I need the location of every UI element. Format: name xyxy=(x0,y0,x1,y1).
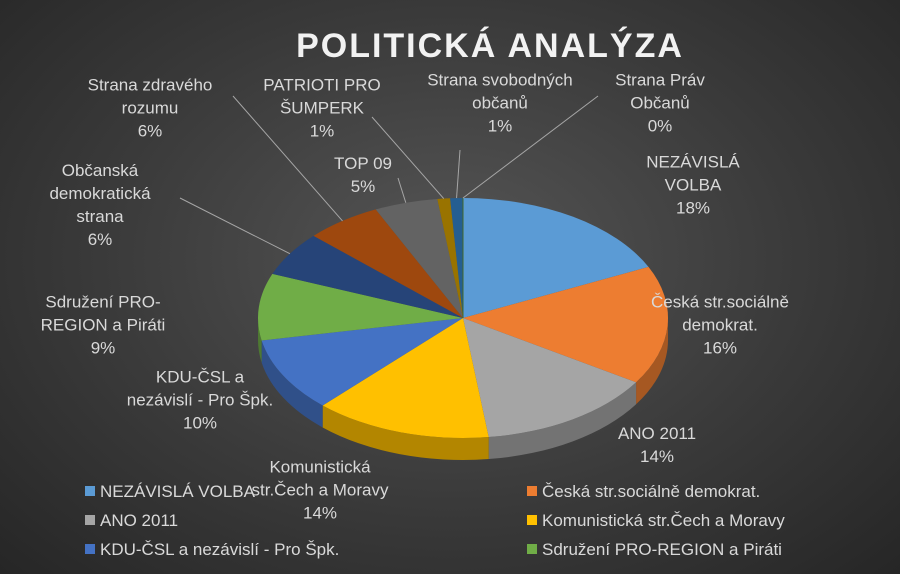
slice xyxy=(322,318,489,439)
data-label-value: 1% xyxy=(487,116,513,136)
slice xyxy=(272,235,463,318)
legend-swatch xyxy=(527,486,537,496)
data-label-name: Komunistická str.Čech a Moravy xyxy=(251,457,389,500)
leader-line xyxy=(397,177,407,203)
slice-side xyxy=(258,318,262,363)
data-label-value: 0% xyxy=(647,116,673,136)
slice xyxy=(437,198,463,318)
leader-line xyxy=(456,149,461,199)
legend-swatch xyxy=(85,544,95,554)
data-label-name: PATRIOTI PRO ŠUMPERK xyxy=(263,75,381,118)
slice xyxy=(313,209,463,318)
slice xyxy=(261,318,463,406)
legend-swatch xyxy=(527,544,537,554)
legend-swatch xyxy=(527,515,537,525)
data-label-name: Strana Práv Občanů xyxy=(615,70,705,113)
data-label: PATRIOTI PRO ŠUMPERK 1% xyxy=(247,74,397,143)
slice xyxy=(463,198,649,318)
legend-swatch xyxy=(85,515,95,525)
slice-side xyxy=(636,318,668,405)
data-label: Strana svobodných občanů 1% xyxy=(425,69,575,138)
slice xyxy=(375,198,463,318)
legend-swatch xyxy=(85,486,95,496)
data-label: NEZÁVISLÁ VOLBA 18% xyxy=(618,151,768,220)
legend-item: ANO 2011 xyxy=(85,511,178,531)
legend-label: KDU-ČSL a nezávislí - Pro Špk. xyxy=(100,540,340,559)
data-label-name: ANO 2011 xyxy=(617,424,697,443)
data-label: Strana Práv Občanů 0% xyxy=(585,69,735,138)
data-label-name: KDU-ČSL a nezávislí - Pro Špk. xyxy=(126,367,274,410)
data-label-name: Strana zdravého rozumu xyxy=(87,75,213,118)
leader-line xyxy=(232,95,343,222)
legend-label: NEZÁVISLÁ VOLBA xyxy=(100,482,255,501)
slice xyxy=(463,266,668,383)
chart-title: POLITICKÁ ANALÝZA xyxy=(296,27,684,65)
data-label-name: NEZÁVISLÁ VOLBA xyxy=(646,152,740,195)
slice-side xyxy=(261,340,323,428)
legend-label: Komunistická str.Čech a Moravy xyxy=(542,511,785,530)
pie-sides xyxy=(258,318,668,461)
legend-item: Sdružení PRO-REGION a Piráti xyxy=(527,540,782,560)
data-label: TOP 09 5% xyxy=(288,152,438,198)
legend-item: Komunistická str.Čech a Moravy xyxy=(527,511,785,531)
data-label-value: 18% xyxy=(675,198,711,218)
data-label-name: Česká str.sociálně demokrat. xyxy=(651,292,789,335)
data-label-name: Sdružení PRO-REGION a Piráti xyxy=(40,292,166,335)
slice xyxy=(258,273,463,341)
data-label-name: TOP 09 xyxy=(334,154,392,173)
legend-item: Česká str.sociálně demokrat. xyxy=(527,482,760,502)
data-label-value: 1% xyxy=(309,121,335,141)
data-label: Strana zdravého rozumu 6% xyxy=(75,74,225,143)
data-label-name: Občanská demokratická strana xyxy=(49,161,151,226)
slice xyxy=(450,198,463,318)
leader-line xyxy=(371,116,445,199)
data-label: Komunistická str.Čech a Moravy 14% xyxy=(245,456,395,525)
data-label-value: 9% xyxy=(90,338,116,358)
data-label-value: 6% xyxy=(137,121,163,141)
pie-tops xyxy=(258,198,668,439)
data-label-name: Strana svobodných občanů xyxy=(427,70,573,113)
data-label-value: 14% xyxy=(639,447,675,466)
data-label-value: 5% xyxy=(350,177,376,196)
data-label-value: 16% xyxy=(702,338,738,358)
slice xyxy=(463,318,637,438)
leader-line xyxy=(462,95,599,199)
data-label: Občanská demokratická strana 6% xyxy=(25,159,175,251)
data-label: KDU-ČSL a nezávislí - Pro Špk. 10% xyxy=(125,366,275,435)
legend-item: NEZÁVISLÁ VOLBA xyxy=(85,482,255,502)
leaders xyxy=(179,95,599,255)
legend-label: Sdružení PRO-REGION a Piráti xyxy=(542,540,782,559)
legend-label: Česká str.sociálně demokrat. xyxy=(542,482,761,501)
legend-label: ANO 2011 xyxy=(100,511,179,530)
legend-item: KDU-ČSL a nezávislí - Pro Špk. xyxy=(85,540,339,560)
leader-line xyxy=(179,197,291,255)
data-label: ANO 2011 14% xyxy=(582,422,732,468)
data-label: Sdružení PRO-REGION a Piráti 9% xyxy=(28,291,178,360)
data-label: Česká str.sociálně demokrat. 16% xyxy=(645,291,795,360)
data-label-value: 10% xyxy=(182,413,218,433)
slice-side xyxy=(322,405,489,461)
slice-side xyxy=(488,382,637,460)
data-label-value: 14% xyxy=(302,503,338,523)
data-label-value: 6% xyxy=(87,230,113,249)
